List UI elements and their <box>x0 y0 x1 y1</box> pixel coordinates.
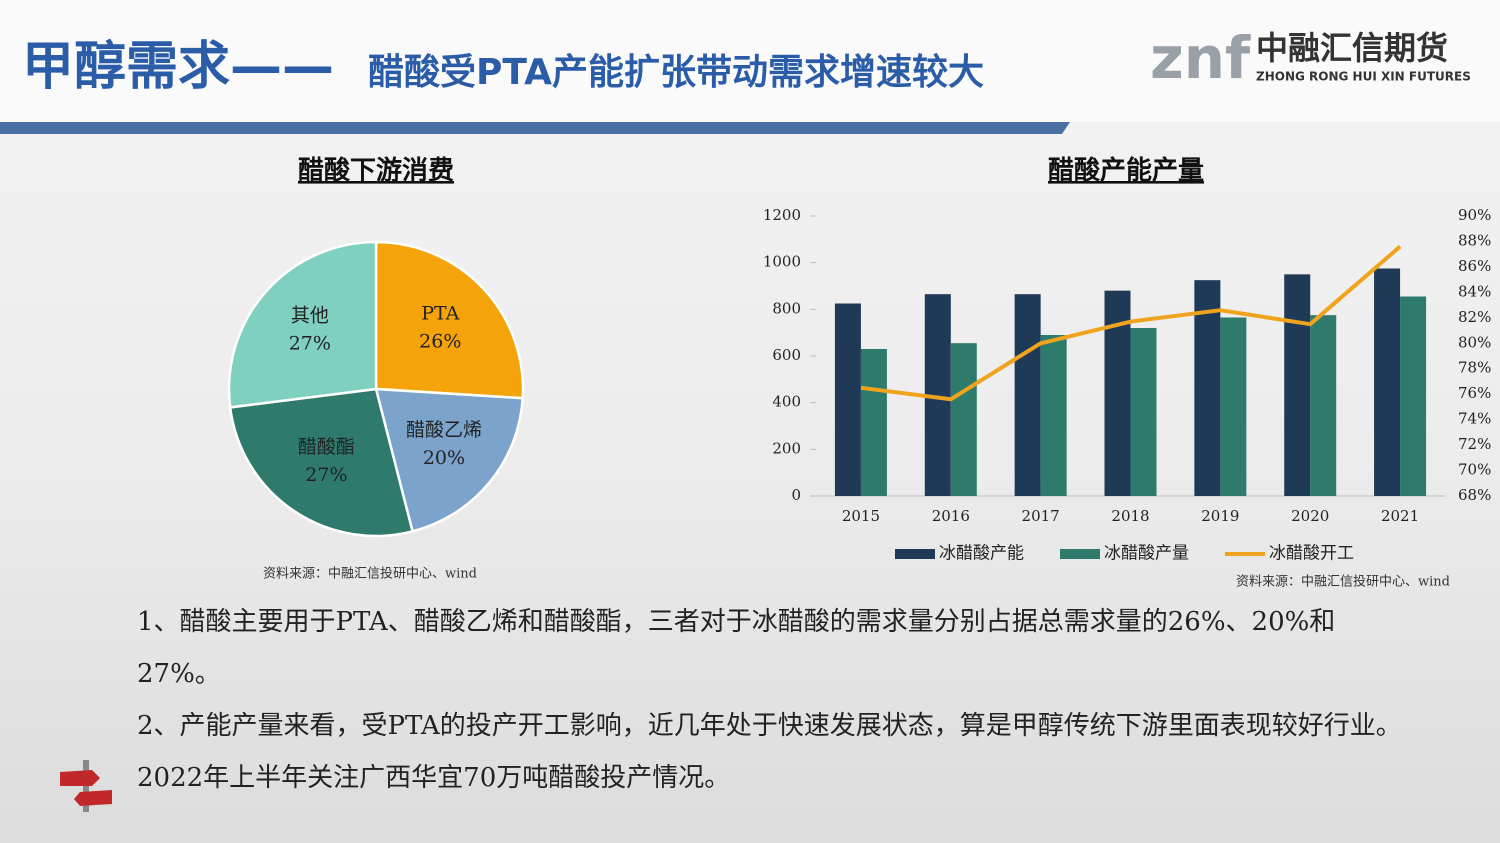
bar <box>1284 274 1311 496</box>
y-tick-label: 200 <box>772 439 801 457</box>
y2-tick-label: 68% <box>1458 486 1491 504</box>
y2-tick-label: 80% <box>1458 333 1491 351</box>
y-tick-label: 600 <box>772 346 801 364</box>
y2-tick-label: 78% <box>1458 359 1491 377</box>
slice-label: 醋酸乙烯 <box>406 419 482 441</box>
legend-label: 冰醋酸开工 <box>1269 544 1354 564</box>
y2-tick-label: 86% <box>1458 257 1491 275</box>
y2-tick-label: 76% <box>1458 384 1491 402</box>
pie-slice <box>374 387 525 533</box>
y2-tick-label: 70% <box>1458 461 1491 479</box>
header-band <box>0 0 1500 122</box>
bar <box>1130 328 1157 496</box>
bar <box>950 343 977 496</box>
slide-title-main: 甲醇需求—— <box>22 37 334 97</box>
legend-swatch <box>1060 549 1100 559</box>
logo-name-en: ZHONG RONG HUI XIN FUTURES <box>1256 70 1471 84</box>
slice-label: PTA <box>421 303 459 325</box>
x-tick-label: 2018 <box>1111 507 1149 525</box>
y-tick-label: 1000 <box>763 253 801 271</box>
logo-mark: znf <box>1150 24 1251 92</box>
bar <box>1194 280 1221 496</box>
chart-title: 醋酸下游消费 <box>298 156 454 186</box>
y2-tick-label: 82% <box>1458 308 1491 326</box>
slice-label: 醋酸酯 <box>298 436 355 458</box>
y2-tick-label: 84% <box>1458 282 1491 300</box>
x-tick-label: 2015 <box>842 507 880 525</box>
source-note: 资料来源：中融汇信投研中心、wind <box>1236 574 1450 590</box>
line-series <box>860 245 1402 402</box>
paragraph: 2、产能产量来看，受PTA的投产开工影响，近几年处于快速发展状态，算是甲醇传统下… <box>137 711 1402 793</box>
slice-label: 其他 <box>291 305 329 327</box>
y2-tick-label: 72% <box>1458 435 1491 453</box>
slice-value-label: 26% <box>419 331 461 353</box>
bar <box>1400 296 1427 496</box>
x-tick-label: 2017 <box>1022 507 1060 525</box>
slice-value-label: 27% <box>305 464 347 486</box>
logo-name: 中融汇信期货 <box>1256 29 1448 67</box>
legend-label: 冰醋酸产能 <box>939 544 1024 564</box>
y2-tick-label: 74% <box>1458 410 1491 428</box>
y2-tick-label: 90% <box>1458 206 1491 224</box>
legend-label: 冰醋酸产量 <box>1104 544 1189 564</box>
bar <box>1220 317 1247 496</box>
bar <box>1310 315 1337 496</box>
x-tick-label: 2021 <box>1381 507 1419 525</box>
bar <box>1374 268 1401 496</box>
bar <box>1040 335 1067 496</box>
y-tick-label: 1200 <box>763 206 801 224</box>
bar <box>1014 294 1041 496</box>
chart-title: 醋酸产能产量 <box>1048 155 1204 186</box>
pie-slice <box>228 387 415 538</box>
header-rule <box>0 122 1070 134</box>
y2-tick-label: 88% <box>1458 231 1491 249</box>
slice-value-label: 20% <box>423 447 465 469</box>
legend-swatch <box>895 549 935 559</box>
x-tick-label: 2020 <box>1291 507 1329 525</box>
pie-slice <box>227 240 378 409</box>
x-tick-label: 2019 <box>1201 507 1239 525</box>
bar <box>860 349 887 496</box>
pie-slice <box>374 240 525 400</box>
slide-title-sub: 醋酸受PTA产能扩张带动需求增速较大 <box>368 52 984 93</box>
source-note: 资料来源：中融汇信投研中心、wind <box>263 566 477 582</box>
signpost-icon <box>60 760 112 812</box>
bar <box>834 303 861 496</box>
y-tick-label: 400 <box>772 393 801 411</box>
slice-value-label: 27% <box>289 333 331 355</box>
y-tick-label: 800 <box>772 299 801 317</box>
y-tick-label: 0 <box>791 486 801 504</box>
x-tick-label: 2016 <box>932 507 970 525</box>
paragraph: 1、醋酸主要用于PTA、醋酸乙烯和醋酸酯，三者对于冰醋酸的需求量分别占据总需求量… <box>137 607 1336 689</box>
